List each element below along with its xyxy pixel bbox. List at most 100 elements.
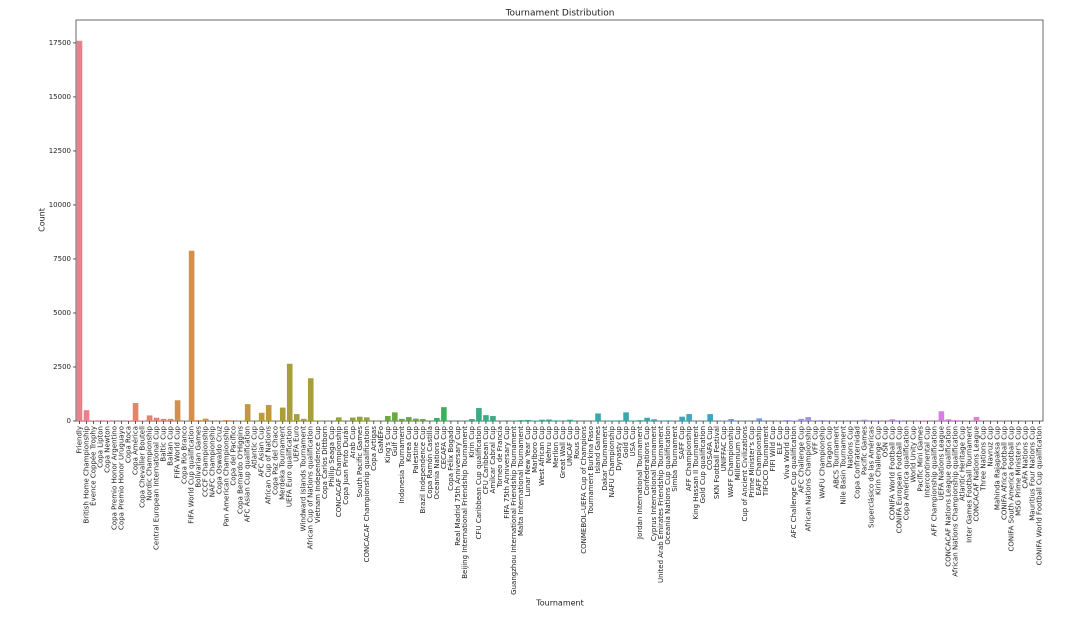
x-tick-label: Kirin Challenge Cup xyxy=(874,425,882,495)
bar xyxy=(546,419,552,421)
x-tick-label: UNIFFAC Cup xyxy=(720,425,728,471)
bar xyxy=(469,419,475,421)
x-tick-label: African Nations Championship qualificati… xyxy=(951,426,959,577)
x-tick-label: Copa Rio Branco xyxy=(181,426,189,484)
bar xyxy=(595,413,601,421)
bar xyxy=(623,412,629,421)
bar xyxy=(756,418,763,421)
x-tick-label: Navruz Cup xyxy=(986,425,994,466)
bar xyxy=(335,417,342,421)
x-tick-label: Amílcar Cabral Cup xyxy=(489,425,497,493)
x-tick-label: USA Cup xyxy=(629,425,637,456)
bar xyxy=(651,419,657,421)
x-tick-label: FIFI Wild Cup xyxy=(769,425,777,471)
x-tick-label: Prime Minister's Cup xyxy=(748,425,756,497)
x-tick-label: CONCACAF Championship qualification xyxy=(363,426,371,562)
y-tick-label: 2500 xyxy=(53,363,71,371)
x-tick-label: UEFA Euro qualification xyxy=(286,426,294,507)
x-tick-label: African Nations Championship xyxy=(804,425,812,531)
bar xyxy=(441,407,447,421)
x-tick-label: Kirin Cup xyxy=(468,425,476,457)
x-tick-label: Korea Cup xyxy=(405,425,413,461)
x-tick-label: Dragon Cup xyxy=(825,425,833,467)
x-tick-label: Pacific Mini Games xyxy=(916,426,924,492)
x-tick-label: SAFF Cup xyxy=(678,425,686,459)
x-tick-label: Confederations Cup xyxy=(643,425,651,495)
bar xyxy=(707,414,713,421)
x-tick-label: CONIFA World Football Cup xyxy=(888,425,896,520)
x-tick-label: Palestine Cup xyxy=(412,425,420,473)
bar xyxy=(307,378,314,421)
x-tick-label: ELF Cup xyxy=(776,425,784,454)
x-tick-label: FIFA World Cup qualification xyxy=(188,426,196,524)
x-tick-label: Malta International Tournament xyxy=(517,426,525,536)
x-tick-label: Intercontinental Cup xyxy=(923,425,931,497)
bar xyxy=(146,415,153,421)
x-tick-label: WAFF Championship xyxy=(727,425,735,497)
x-tick-label: CONIFA World Football Cup qualification xyxy=(1035,426,1043,565)
x-tick-label: Baltic Cup xyxy=(160,425,168,461)
x-tick-label: Viva World Cup xyxy=(783,425,791,479)
x-tick-label: Copa Artigas xyxy=(370,426,378,471)
x-tick-label: Superclásico de las Américas xyxy=(867,426,875,528)
x-tick-label: Bolivarian Games xyxy=(195,426,203,488)
x-tick-label: Gold Cup xyxy=(622,425,630,458)
x-tick-label: South Pacific Games xyxy=(356,426,364,498)
x-tick-label: African Cup of Nations xyxy=(265,426,273,505)
bar xyxy=(924,420,931,421)
bar xyxy=(952,420,959,421)
bar xyxy=(293,414,300,421)
x-tick-label: Millennium Cup xyxy=(734,425,742,480)
x-tick-label: United Arab Emirates Friendship Tourname… xyxy=(657,426,665,583)
bar xyxy=(385,416,391,421)
x-tick-label: COSAFA Cup xyxy=(706,425,714,469)
x-tick-label: CONCACAF Championship xyxy=(335,425,343,517)
x-tick-label: Three Nations Cup xyxy=(979,425,987,491)
x-tick-label: CAFA Nations Cup xyxy=(1021,425,1029,488)
x-tick-label: Jordan International Tournament xyxy=(636,426,644,540)
x-tick-label: CONCACAF Nations League qualification xyxy=(944,426,952,567)
bar xyxy=(553,420,559,421)
bar xyxy=(174,400,181,421)
bar xyxy=(195,420,202,421)
bar xyxy=(202,418,209,421)
x-tick-label: AFC Asian Cup qualification xyxy=(244,426,252,522)
bar xyxy=(665,420,671,421)
x-tick-label: Copa del Pacífico xyxy=(230,426,238,486)
x-tick-label: AFC Challenge Cup xyxy=(797,425,805,492)
x-tick-label: CCCF Championship xyxy=(202,425,210,496)
x-tick-label: Dakar Tournament xyxy=(601,426,609,491)
bar xyxy=(679,416,685,421)
bar xyxy=(160,418,167,421)
bar xyxy=(476,408,482,421)
x-tick-label: Oceania Nations Cup qualification xyxy=(664,426,672,545)
x-tick-label: Merdeka Tournament xyxy=(279,426,287,500)
x-tick-label: Real Madrid 75th Anniversary Cup xyxy=(454,425,462,545)
bar xyxy=(819,420,826,421)
x-tick-label: SKN Football Festival xyxy=(713,426,721,499)
bar xyxy=(167,418,174,421)
bar xyxy=(356,416,363,421)
bar xyxy=(784,420,791,421)
bar xyxy=(104,420,111,421)
x-tick-label: King Hassan II Tournament xyxy=(692,426,700,520)
bar xyxy=(97,420,104,421)
y-tick-label: 12500 xyxy=(49,147,71,155)
y-tick-label: 0 xyxy=(67,417,71,425)
x-tick-label: African Cup of Nations qualification xyxy=(307,426,315,549)
x-tick-label: Nehru Cup xyxy=(545,425,553,463)
bar xyxy=(938,411,945,421)
bar xyxy=(392,412,398,421)
bar xyxy=(973,416,980,421)
x-tick-label: British Home Championship xyxy=(83,425,91,523)
x-tick-label: Arab Cup xyxy=(349,425,357,458)
x-tick-label: CONIFA Africa Football Cup xyxy=(1000,425,1008,520)
x-tick-label: CFU Caribbean Cup xyxy=(482,425,490,494)
x-tick-label: NAFC Championship xyxy=(209,425,217,497)
x-tick-label: Cyprus International Tournament xyxy=(650,426,658,541)
x-tick-label: Copa Juan Pinto Durán xyxy=(342,426,350,505)
bar xyxy=(539,419,545,421)
y-tick-label: 5000 xyxy=(53,309,71,317)
bar xyxy=(483,415,489,421)
plot-frame xyxy=(75,19,1044,422)
